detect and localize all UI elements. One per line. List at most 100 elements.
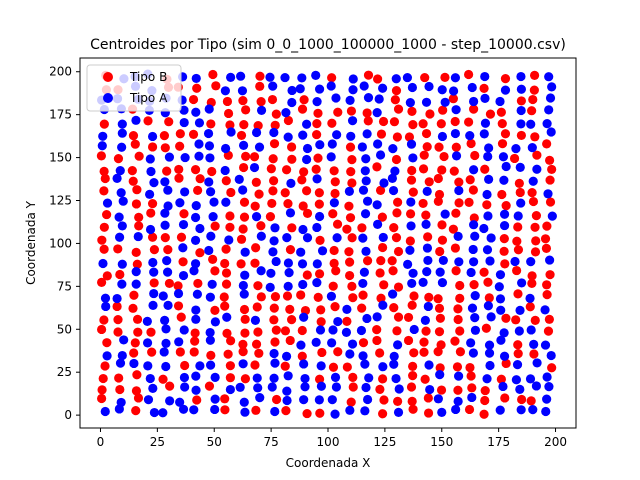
scatter-point-tipo-b xyxy=(464,117,474,127)
scatter-point-tipo-a xyxy=(363,93,374,103)
scatter-point-tipo-a xyxy=(271,256,281,267)
scatter-point-tipo-b xyxy=(438,105,448,115)
scatter-point-tipo-a xyxy=(283,258,294,268)
scatter-point-tipo-b xyxy=(392,326,402,336)
scatter-point-tipo-a xyxy=(358,185,369,195)
scatter-point-tipo-b xyxy=(437,220,447,230)
scatter-point-tipo-a xyxy=(440,209,450,219)
scatter-point-tipo-b xyxy=(454,177,464,187)
scatter-point-tipo-b xyxy=(314,374,325,384)
scatter-point-tipo-a xyxy=(500,85,511,95)
scatter-point-tipo-b xyxy=(285,245,296,255)
scatter-point-tipo-a xyxy=(117,259,127,269)
scatter-point-tipo-b xyxy=(373,74,383,84)
scatter-point-tipo-a xyxy=(195,223,205,234)
scatter-point-tipo-b xyxy=(210,221,220,231)
scatter-point-tipo-b xyxy=(348,382,358,392)
scatter-point-tipo-a xyxy=(547,82,557,92)
scatter-point-tipo-a xyxy=(204,104,214,114)
scatter-point-tipo-b xyxy=(436,119,446,129)
scatter-point-tipo-a xyxy=(287,97,297,108)
scatter-point-tipo-b xyxy=(240,314,250,324)
scatter-point-tipo-a xyxy=(240,407,250,417)
scatter-point-tipo-b xyxy=(266,164,276,174)
scatter-point-tipo-a xyxy=(501,161,511,172)
scatter-point-tipo-b xyxy=(469,280,479,290)
scatter-point-tipo-a xyxy=(486,233,496,243)
scatter-point-tipo-b xyxy=(421,210,431,220)
scatter-point-tipo-b xyxy=(190,336,200,346)
scatter-point-tipo-b xyxy=(330,188,340,199)
scatter-point-tipo-b xyxy=(268,154,278,164)
scatter-point-tipo-b xyxy=(480,385,490,396)
legend-marker-tipo-b xyxy=(103,72,113,82)
scatter-point-tipo-b xyxy=(440,72,450,82)
scatter-point-tipo-b xyxy=(376,129,387,139)
scatter-point-tipo-a xyxy=(312,174,322,184)
scatter-point-tipo-b xyxy=(528,94,538,105)
scatter-point-tipo-b xyxy=(542,289,552,300)
scatter-point-tipo-b xyxy=(406,175,417,185)
scatter-point-tipo-b xyxy=(287,315,297,325)
scatter-point-tipo-b xyxy=(346,106,357,116)
scatter-point-tipo-a xyxy=(265,72,275,82)
scatter-point-tipo-b xyxy=(331,266,341,276)
scatter-point-tipo-a xyxy=(499,351,510,361)
scatter-point-tipo-a xyxy=(437,131,448,142)
scatter-point-tipo-a xyxy=(312,222,322,233)
scatter-point-tipo-b xyxy=(450,116,460,127)
scatter-point-tipo-b xyxy=(466,371,476,381)
scatter-point-tipo-a xyxy=(379,178,389,188)
scatter-point-tipo-b xyxy=(391,86,402,96)
scatter-point-tipo-a xyxy=(190,259,201,269)
scatter-point-tipo-a xyxy=(348,85,358,95)
scatter-point-tipo-b xyxy=(479,83,489,93)
scatter-point-tipo-a xyxy=(511,144,521,154)
scatter-point-tipo-b xyxy=(149,245,159,255)
scatter-point-tipo-b xyxy=(256,97,266,107)
scatter-point-tipo-a xyxy=(347,339,358,349)
scatter-point-tipo-b xyxy=(269,139,280,149)
scatter-point-tipo-b xyxy=(239,304,250,315)
x-tick-label: 100 xyxy=(317,435,340,449)
scatter-point-tipo-b xyxy=(327,73,337,83)
scatter-point-tipo-a xyxy=(480,118,491,128)
scatter-point-tipo-a xyxy=(149,288,159,299)
scatter-point-tipo-a xyxy=(480,93,490,103)
scatter-point-tipo-a xyxy=(468,348,478,358)
scatter-point-tipo-a xyxy=(421,219,431,229)
scatter-point-tipo-a xyxy=(347,116,358,126)
scatter-point-tipo-a xyxy=(437,85,447,95)
scatter-point-tipo-b xyxy=(434,303,445,313)
scatter-point-tipo-b xyxy=(342,362,352,372)
x-tick-label: 75 xyxy=(263,435,278,449)
scatter-point-tipo-b xyxy=(423,408,434,418)
scatter-point-tipo-a xyxy=(148,383,158,393)
scatter-point-tipo-b xyxy=(408,120,418,130)
scatter-point-tipo-b xyxy=(143,116,153,126)
scatter-point-tipo-a xyxy=(356,325,367,336)
scatter-point-tipo-b xyxy=(547,164,557,175)
scatter-point-tipo-a xyxy=(149,407,159,418)
scatter-point-tipo-b xyxy=(499,234,509,244)
scatter-point-tipo-b xyxy=(376,293,386,303)
scatter-point-tipo-b xyxy=(174,164,184,175)
y-tick-label: 175 xyxy=(49,108,72,122)
scatter-point-tipo-b xyxy=(378,242,388,253)
scatter-point-tipo-b xyxy=(547,363,557,373)
scatter-point-tipo-a xyxy=(98,131,108,141)
scatter-point-tipo-b xyxy=(297,104,308,114)
scatter-point-tipo-b xyxy=(346,167,356,177)
scatter-point-tipo-a xyxy=(270,358,280,368)
scatter-point-tipo-b xyxy=(128,303,138,313)
scatter-point-tipo-a xyxy=(388,144,398,154)
scatter-point-tipo-a xyxy=(345,95,355,106)
scatter-point-tipo-b xyxy=(329,245,339,256)
scatter-point-tipo-b xyxy=(251,405,261,415)
scatter-point-tipo-a xyxy=(117,119,127,129)
scatter-point-tipo-b xyxy=(297,325,307,336)
scatter-point-tipo-a xyxy=(268,247,278,257)
scatter-point-tipo-a xyxy=(311,337,321,347)
scatter-point-tipo-a xyxy=(117,128,127,138)
scatter-point-tipo-a xyxy=(148,300,158,311)
